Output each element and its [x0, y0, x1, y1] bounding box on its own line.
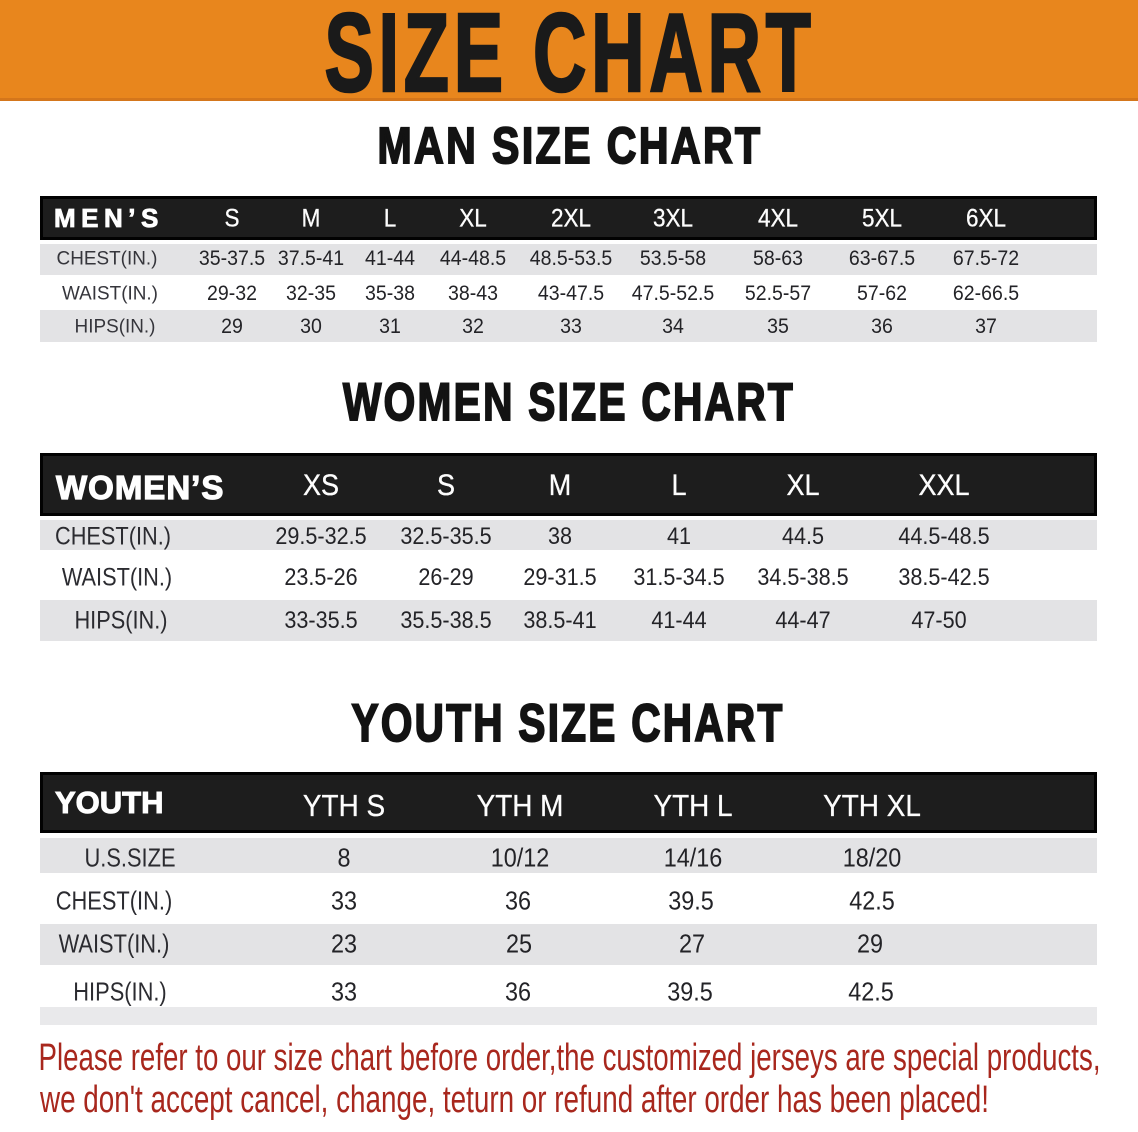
svg-text:Please refer to our size chart: Please refer to our size chart before or… [39, 1037, 1101, 1079]
svg-text:YOUTH SIZE CHART: YOUTH SIZE CHART [352, 694, 785, 751]
svg-text:we don't accept cancel, change: we don't accept cancel, change, teturn o… [39, 1079, 989, 1121]
svg-text:SIZE CHART: SIZE CHART [325, 0, 816, 101]
svg-text:MAN SIZE CHART: MAN SIZE CHART [378, 117, 763, 173]
svg-text:WOMEN SIZE CHART: WOMEN SIZE CHART [343, 373, 795, 430]
